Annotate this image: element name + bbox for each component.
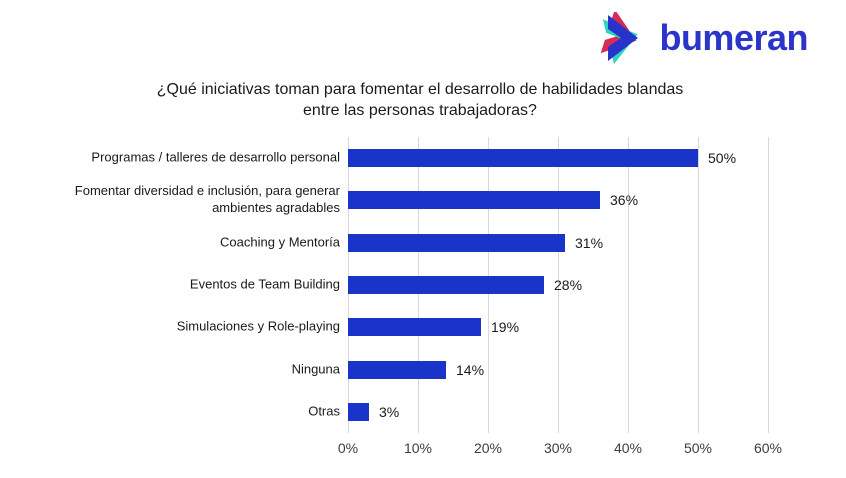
category-label: Ninguna — [291, 361, 340, 377]
category-label: Fomentar diversidad e inclusión, para ge… — [74, 183, 340, 216]
bumeran-logo: bumeran — [601, 12, 808, 64]
value-label: 31% — [575, 234, 604, 251]
x-tick-label: 40% — [613, 440, 643, 456]
bumeran-chevron-icon — [601, 12, 639, 64]
x-tick-label: 10% — [403, 440, 433, 456]
chart-title-line-2: entre las personas trabajadoras? — [303, 102, 537, 119]
bar — [348, 191, 600, 210]
bar — [348, 402, 369, 421]
category-label: Simulaciones y Role-playing — [176, 318, 340, 334]
chart-title-line-1: ¿Qué iniciativas toman para fomentar el … — [156, 81, 684, 98]
logo-text: bumeran — [659, 17, 808, 58]
bar — [348, 360, 446, 379]
x-tick-label: 20% — [473, 440, 503, 456]
chart-row: Fomentar diversidad e inclusión, para ge… — [30, 179, 830, 221]
value-label: 50% — [708, 150, 737, 167]
bar — [348, 149, 698, 168]
chart-row: Coaching y Mentoría 31% — [30, 222, 830, 264]
category-label: Eventos de Team Building — [189, 276, 340, 292]
chart-row: Ninguna 14% — [30, 348, 830, 390]
chart-row: Otras 3% — [30, 391, 830, 433]
x-tick-label: 0% — [337, 440, 359, 456]
x-tick-label: 50% — [683, 440, 713, 456]
bar — [348, 275, 544, 294]
category-label: Programas / talleres de desarrollo perso… — [91, 149, 340, 165]
chart-rows: Programas / talleres de desarrollo perso… — [30, 137, 830, 433]
x-tick-label: 60% — [753, 440, 783, 456]
category-label: Otras — [308, 403, 340, 419]
value-label: 36% — [610, 192, 639, 209]
value-label: 3% — [379, 403, 400, 420]
bar — [348, 318, 481, 337]
chart-title: ¿Qué iniciativas toman para fomentar el … — [0, 79, 840, 121]
value-label: 28% — [554, 276, 583, 293]
value-label: 14% — [456, 361, 485, 378]
bar — [348, 233, 565, 252]
chart-row: Programas / talleres de desarrollo perso… — [30, 137, 830, 179]
category-label: Coaching y Mentoría — [220, 234, 340, 250]
x-axis-ticks: 0% 10% 20% 30% 40% 50% 60% — [338, 440, 782, 460]
chart-row: Simulaciones y Role-playing 19% — [30, 306, 830, 348]
value-label: 19% — [491, 319, 520, 336]
x-tick-label: 30% — [543, 440, 573, 456]
chart-row: Eventos de Team Building 28% — [30, 264, 830, 306]
